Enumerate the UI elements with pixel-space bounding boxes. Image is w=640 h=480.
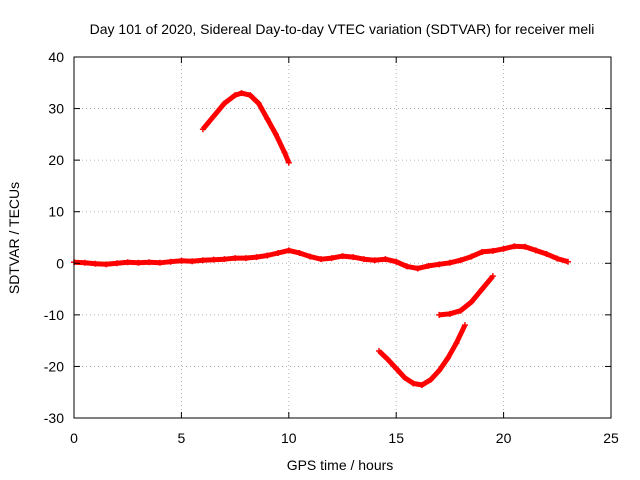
data-point xyxy=(232,92,239,99)
data-point xyxy=(285,247,292,254)
y-tick-label: -30 xyxy=(44,410,64,426)
data-point xyxy=(384,356,391,363)
data-point xyxy=(113,260,120,267)
data-point xyxy=(532,247,539,254)
y-tick-label: -10 xyxy=(44,307,64,323)
data-point xyxy=(410,380,417,387)
data-point xyxy=(461,322,468,329)
data-point xyxy=(468,298,475,305)
data-point xyxy=(446,259,453,266)
data-point xyxy=(255,100,262,107)
data-point xyxy=(272,131,279,138)
y-tick-label: 30 xyxy=(48,101,64,117)
data-point xyxy=(393,365,400,372)
data-point xyxy=(167,258,174,265)
data-point xyxy=(393,258,400,265)
data-point xyxy=(103,261,110,268)
data-point xyxy=(238,90,245,97)
data-point xyxy=(210,256,217,263)
data-point xyxy=(318,256,325,263)
data-point xyxy=(146,259,153,266)
x-tick-label: 0 xyxy=(70,430,78,446)
x-tick-label: 15 xyxy=(388,430,404,446)
data-point xyxy=(264,252,271,259)
data-point xyxy=(489,273,496,280)
data-point xyxy=(92,260,99,267)
data-point xyxy=(253,254,260,261)
data-point xyxy=(156,259,163,266)
x-tick-label: 25 xyxy=(603,430,619,446)
y-tick-label: -20 xyxy=(44,358,64,374)
data-point xyxy=(436,367,443,374)
data-point xyxy=(489,247,496,254)
data-point xyxy=(468,253,475,260)
data-point xyxy=(376,347,383,354)
x-tick-label: 20 xyxy=(496,430,512,446)
chart-title: Day 101 of 2020, Sidereal Day-to-day VTE… xyxy=(90,21,595,37)
data-point xyxy=(328,255,335,262)
data-point xyxy=(221,100,228,107)
data-point xyxy=(199,257,206,264)
y-tick-label: 40 xyxy=(48,49,64,65)
data-point xyxy=(522,243,529,250)
data-point xyxy=(425,262,432,269)
data-point xyxy=(285,159,292,166)
series-evening-lower-arc xyxy=(377,324,468,388)
data-point xyxy=(543,251,550,258)
series-evening-upper-arc xyxy=(438,274,495,318)
data-series xyxy=(71,90,572,388)
data-point xyxy=(511,243,518,250)
data-point xyxy=(81,259,88,266)
data-point xyxy=(453,340,460,347)
y-tick-label: 10 xyxy=(48,204,64,220)
data-point xyxy=(296,249,303,256)
data-point xyxy=(401,374,408,381)
data-point xyxy=(307,253,314,260)
data-point xyxy=(264,115,271,122)
data-point xyxy=(436,261,443,268)
data-point xyxy=(210,113,217,120)
data-point xyxy=(554,255,561,262)
data-point xyxy=(457,307,464,314)
data-point xyxy=(479,248,486,255)
data-point xyxy=(418,381,425,388)
data-point xyxy=(124,259,131,266)
data-point xyxy=(360,256,367,263)
data-point xyxy=(414,265,421,272)
data-point xyxy=(382,256,389,263)
data-point xyxy=(221,256,228,263)
data-point xyxy=(427,376,434,383)
x-axis-label: GPS time / hours xyxy=(287,457,394,473)
data-point xyxy=(232,255,239,262)
grid-lines xyxy=(74,57,611,418)
y-axis-label: SDTVAR / TECUs xyxy=(6,182,22,294)
data-point xyxy=(457,257,464,264)
data-point xyxy=(500,245,507,252)
data-point xyxy=(446,310,453,317)
plot-frame xyxy=(73,56,612,419)
data-point xyxy=(242,255,249,262)
data-point xyxy=(275,249,282,256)
data-point xyxy=(565,258,572,265)
x-tick-label: 10 xyxy=(281,430,297,446)
data-point xyxy=(189,258,196,265)
y-tick-label: 0 xyxy=(56,255,64,271)
data-point xyxy=(350,254,357,261)
data-point xyxy=(247,92,254,99)
series-morning-arc xyxy=(200,90,292,164)
x-tick-label: 5 xyxy=(178,430,186,446)
data-point xyxy=(199,126,206,133)
axis-ticks: 0 5 10 15 20 25 -30 -20 -10 0 10 20 30 40 xyxy=(44,49,619,446)
data-point xyxy=(178,257,185,264)
data-point xyxy=(436,311,443,318)
data-point xyxy=(444,355,451,362)
data-point xyxy=(371,257,378,264)
y-tick-label: 20 xyxy=(48,152,64,168)
data-point xyxy=(281,149,288,156)
data-point xyxy=(403,263,410,270)
data-point xyxy=(339,253,346,260)
data-point xyxy=(479,286,486,293)
data-point xyxy=(135,259,142,266)
